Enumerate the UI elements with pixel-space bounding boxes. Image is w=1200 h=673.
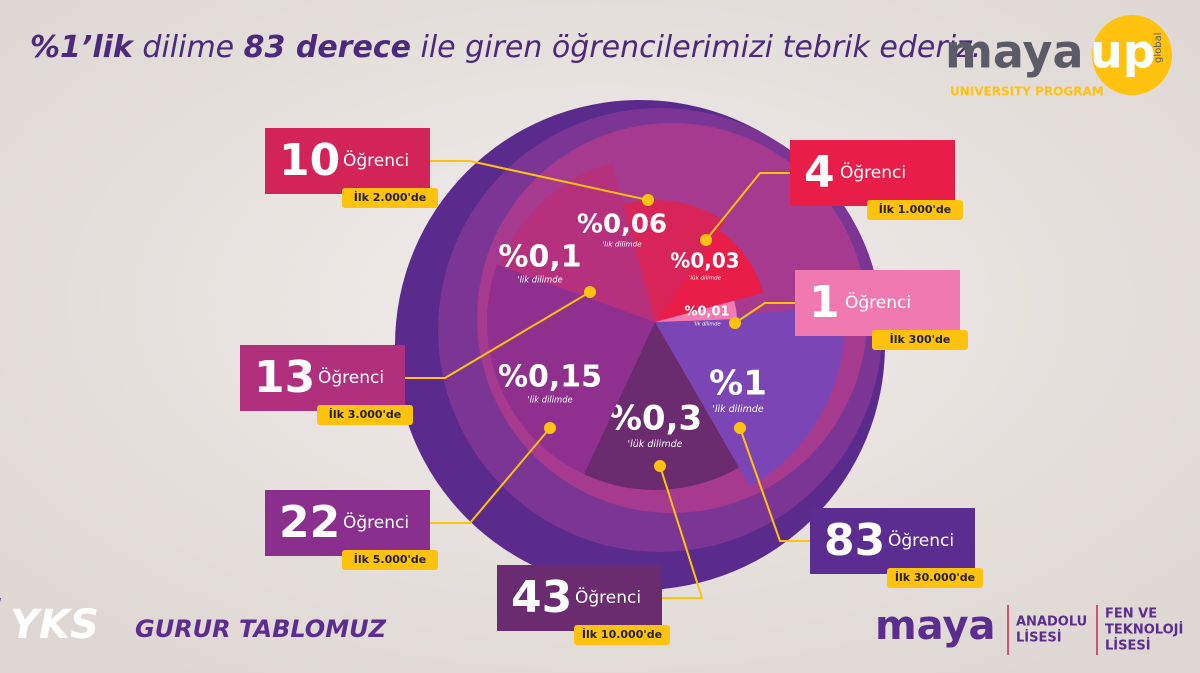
- leader-dot: [642, 194, 654, 206]
- slice-label: %0,03: [670, 249, 739, 273]
- slice-sub: 'lik dilimde: [712, 404, 764, 415]
- leader-dot: [584, 286, 596, 298]
- school-name: ANADOLU: [1016, 615, 1087, 630]
- callout-badge-text: İlk 1.000'de: [879, 202, 952, 216]
- callout-badge-text: İlk 10.000'de: [582, 627, 662, 641]
- leader-dot: [544, 422, 556, 434]
- slice-sub: 'lik dilimde: [517, 275, 562, 285]
- callout-count: 1: [809, 277, 840, 328]
- leader-line: [705, 172, 790, 241]
- callout-box: [265, 490, 430, 556]
- callout-badge-text: İlk 300'de: [890, 332, 951, 346]
- title-bold: 83 derece: [244, 30, 411, 65]
- slice-label: %0,01: [684, 305, 729, 320]
- title: %1’lik dilime 83 derece ile giren öğrenc…: [30, 30, 981, 65]
- callout-badge: [342, 550, 438, 570]
- callout-box: [240, 345, 405, 411]
- tagline: GURUR TABLOMUZ: [135, 615, 387, 643]
- school-name: LİSESİ: [1016, 630, 1062, 646]
- logo-circle: [1092, 15, 1172, 95]
- slice: [655, 300, 737, 322]
- slice-label: %0,3: [608, 399, 702, 439]
- callout-box: [790, 140, 955, 206]
- callout-word: Öğrenci: [575, 586, 641, 608]
- callout-badge: [342, 188, 438, 208]
- footer-brand: maya: [875, 603, 996, 649]
- school-name: LİSESİ: [1105, 638, 1151, 654]
- callout-box: [265, 128, 430, 194]
- slice-label: %0,06: [577, 210, 667, 240]
- slice-sub: 'lik dilimde: [527, 395, 572, 405]
- leader-line: [430, 160, 649, 201]
- slice-sub: 'lik dilimde: [693, 321, 720, 327]
- callout-badge-text: İlk 5.000'de: [354, 552, 427, 566]
- leader-dot: [700, 234, 712, 246]
- school-name: TEKNOLOJİ: [1105, 622, 1183, 638]
- slice: [623, 199, 725, 322]
- callout-box: [497, 565, 662, 631]
- logo-program: UNIVERSITY PROGRAM: [950, 85, 1104, 99]
- callout-badge: [317, 405, 413, 425]
- callout-word: Öğrenci: [343, 511, 409, 533]
- slice-sub: 'lük dilimde: [689, 276, 722, 282]
- slice-label: %0,1: [498, 240, 581, 275]
- callout-word: Öğrenci: [888, 529, 954, 551]
- leader-line: [430, 427, 551, 524]
- leader-dot: [654, 460, 666, 472]
- leader-line: [734, 302, 795, 324]
- leader-line: [739, 427, 810, 542]
- logo-up: up: [1090, 25, 1156, 79]
- slice-sub: 'lük dilimde: [628, 439, 683, 450]
- callout-badge: [872, 330, 968, 350]
- callout-count: 83: [824, 515, 885, 566]
- slice-label: %0,15: [498, 360, 602, 395]
- slice-label: %1: [709, 364, 767, 404]
- title-text: dilime: [133, 30, 244, 65]
- callout-badge-text: İlk 2.000'de: [354, 190, 427, 204]
- callout-count: 22: [279, 497, 340, 548]
- leader-dot: [729, 317, 741, 329]
- callout-word: Öğrenci: [845, 291, 911, 313]
- leader-line: [405, 291, 591, 379]
- logo: maya up global UNIVERSITY PROGRAM: [945, 15, 1172, 99]
- slice: [487, 264, 655, 475]
- school-name: FEN VE: [1105, 607, 1157, 622]
- leader-dot: [734, 422, 746, 434]
- callout-box: [795, 270, 960, 336]
- title-bold: %1’lik: [30, 30, 135, 65]
- pie-graphic: %1'lik dilimde%0,3'lük dilimde%0,15'lik …: [395, 100, 885, 590]
- footer: YKS GURUR TABLOMUZ maya ANADOLU LİSESİ F…: [0, 598, 1183, 655]
- logo-global: global: [1153, 33, 1164, 64]
- callout-word: Öğrenci: [343, 149, 409, 171]
- callout-badge-text: İlk 30.000'de: [895, 570, 975, 584]
- callout-word: Öğrenci: [318, 366, 384, 388]
- callout-box: [810, 508, 975, 574]
- yks: YKS: [10, 602, 99, 648]
- callout-word: Öğrenci: [840, 161, 906, 183]
- leader-line: [659, 465, 704, 599]
- callout-count: 10: [279, 135, 340, 186]
- slice: [655, 305, 845, 487]
- callout-count: 4: [804, 147, 835, 198]
- slice-sub: 'lık dilimde: [602, 240, 642, 249]
- logo-brand: maya: [945, 25, 1084, 79]
- callout-badge: [574, 625, 670, 645]
- callout-badge: [887, 568, 983, 588]
- callout-count: 43: [511, 572, 572, 623]
- title-text: ile giren öğrencilerimizi tebrik ederiz.: [411, 30, 981, 65]
- callout-badge-text: İlk 3.000'de: [329, 407, 402, 421]
- callout-count: 13: [254, 352, 315, 403]
- slice: [499, 162, 655, 322]
- slice: [655, 230, 764, 322]
- callout-badge: [867, 200, 963, 220]
- slice: [584, 322, 739, 490]
